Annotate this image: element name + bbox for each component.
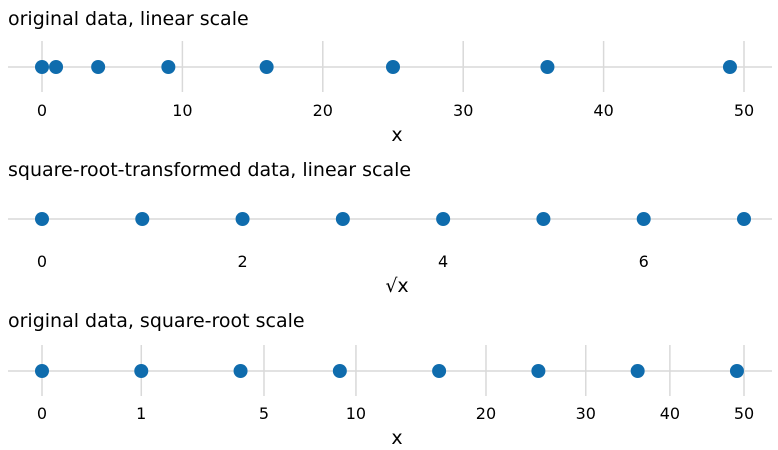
- data-point: [386, 60, 400, 74]
- data-point: [722, 60, 737, 74]
- data-point: [259, 60, 274, 74]
- data-point: [540, 60, 555, 74]
- tick-label: 0: [37, 252, 47, 271]
- data-point: [35, 60, 49, 74]
- data-point: [335, 212, 350, 226]
- data-point: [49, 60, 64, 74]
- data-point: [536, 212, 551, 226]
- tick-label: 0: [37, 101, 47, 120]
- tick-label: 2: [237, 252, 247, 271]
- panel-sqrt-scale: original data, square-root scale 0 1 5 10 20…: [8, 310, 772, 449]
- tick-label: 4: [438, 252, 448, 271]
- data-point: [436, 212, 451, 226]
- tick-label: 6: [639, 252, 649, 271]
- data-point: [729, 364, 744, 378]
- panel-title: square-root-transformed data, linear sca…: [8, 159, 411, 181]
- x-axis-label: √x: [385, 275, 408, 297]
- data-point: [233, 364, 248, 378]
- data-point: [35, 364, 49, 378]
- data-point: [636, 212, 651, 226]
- tick-label: 40: [660, 404, 680, 423]
- panel-title: original data, linear scale: [8, 8, 249, 30]
- tick-label: 1: [136, 404, 146, 423]
- data-point: [134, 364, 149, 378]
- x-axis-label: x: [391, 124, 402, 146]
- panel-sqrt-transformed: square-root-transformed data, linear sca…: [8, 159, 772, 297]
- tick-label: 50: [734, 101, 754, 120]
- tick-label: 10: [346, 404, 366, 423]
- data-point: [531, 364, 546, 378]
- data-point: [35, 212, 49, 226]
- panel-linear-scale: original data, linear scale 0 10 20 30 40 50 …: [8, 8, 772, 146]
- data-point: [737, 212, 751, 226]
- data-point: [332, 364, 347, 378]
- tick-label: 50: [734, 404, 754, 423]
- data-point: [432, 364, 447, 378]
- tick-label: 20: [313, 101, 333, 120]
- tick-label: 40: [593, 101, 613, 120]
- tick-label: 30: [453, 101, 473, 120]
- tick-label: 20: [476, 404, 496, 423]
- data-point: [630, 364, 645, 378]
- data-point: [161, 60, 176, 74]
- tick-label: 0: [37, 404, 47, 423]
- x-axis-label: x: [391, 427, 402, 449]
- tick-label: 5: [259, 404, 269, 423]
- data-point: [91, 60, 106, 74]
- panel-title: original data, square-root scale: [8, 310, 305, 332]
- data-point: [135, 212, 150, 226]
- tick-label: 10: [172, 101, 192, 120]
- data-point: [235, 212, 250, 226]
- tick-label: 30: [576, 404, 596, 423]
